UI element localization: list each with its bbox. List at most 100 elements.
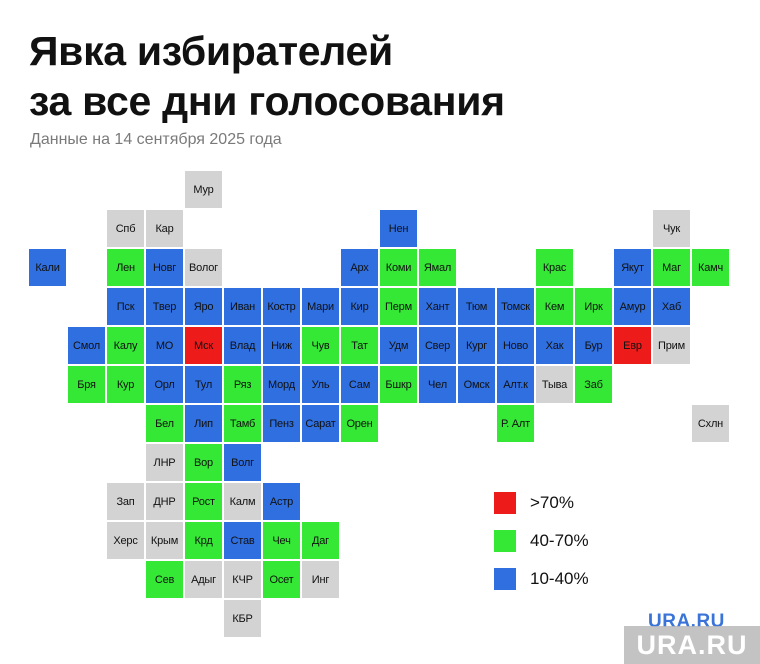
legend-label: 10-40%: [530, 569, 589, 588]
region-tile: ДНР: [146, 483, 183, 520]
region-tile: Морд: [263, 366, 300, 403]
region-tile: Бря: [68, 366, 105, 403]
region-tile: Сам: [341, 366, 378, 403]
region-tile: Чеч: [263, 522, 300, 559]
region-tile: Уль: [302, 366, 339, 403]
region-tile: Твер: [146, 288, 183, 325]
region-tile: Иван: [224, 288, 261, 325]
map-title-line-1: Явка избирателей: [29, 28, 393, 74]
region-tile: Якут: [614, 249, 651, 286]
region-tile: Кали: [29, 249, 66, 286]
region-tile: Чук: [653, 210, 690, 247]
region-tile: Сев: [146, 561, 183, 598]
region-tile: КБР: [224, 600, 261, 637]
region-tile: Хаб: [653, 288, 690, 325]
region-tile: Смол: [68, 327, 105, 364]
region-tile: Хант: [419, 288, 456, 325]
region-tile: Коми: [380, 249, 417, 286]
region-tile: Перм: [380, 288, 417, 325]
region-tile: Рост: [185, 483, 222, 520]
region-tile: Кем: [536, 288, 573, 325]
region-tile: Инг: [302, 561, 339, 598]
region-tile: Сарат: [302, 405, 339, 442]
region-tile: Тат: [341, 327, 378, 364]
legend-item: 40-70%: [494, 522, 589, 560]
region-tile: Омск: [458, 366, 495, 403]
region-tile: Орл: [146, 366, 183, 403]
legend-swatch: [494, 492, 516, 514]
region-tile: Маг: [653, 249, 690, 286]
region-tile: Калм: [224, 483, 261, 520]
region-tile: Мск: [185, 327, 222, 364]
region-tile: Бур: [575, 327, 612, 364]
legend-label: 40-70%: [530, 531, 589, 550]
region-tile: КЧР: [224, 561, 261, 598]
map-title-line-2: за все дни голосования: [29, 78, 505, 124]
region-tile: Прим: [653, 327, 690, 364]
region-tile: Крым: [146, 522, 183, 559]
region-tile: Калу: [107, 327, 144, 364]
region-tile: Крас: [536, 249, 573, 286]
region-tile: Свер: [419, 327, 456, 364]
region-tile: Волог: [185, 249, 222, 286]
map-title: Явка избирателей за все дни голосования: [29, 26, 505, 126]
region-tile: ЛНР: [146, 444, 183, 481]
region-tile: Бел: [146, 405, 183, 442]
region-tile: Спб: [107, 210, 144, 247]
region-tile: Ямал: [419, 249, 456, 286]
region-tile: Крд: [185, 522, 222, 559]
region-tile: Тул: [185, 366, 222, 403]
map-subtitle: Данные на 14 сентября 2025 года: [30, 131, 282, 148]
region-tile: Тыва: [536, 366, 573, 403]
region-tile: Тамб: [224, 405, 261, 442]
region-tile: Даг: [302, 522, 339, 559]
region-tile: Нен: [380, 210, 417, 247]
region-tile: Лип: [185, 405, 222, 442]
region-tile: Волг: [224, 444, 261, 481]
region-tile: Лен: [107, 249, 144, 286]
region-tile: Томск: [497, 288, 534, 325]
region-tile: Кур: [107, 366, 144, 403]
region-tile: Чел: [419, 366, 456, 403]
region-tile: Пенз: [263, 405, 300, 442]
region-tile: Влад: [224, 327, 261, 364]
region-tile: Евр: [614, 327, 651, 364]
region-tile: Пск: [107, 288, 144, 325]
watermark: URA.RU: [624, 626, 760, 664]
region-tile: Хак: [536, 327, 573, 364]
region-tile: Схлн: [692, 405, 729, 442]
legend-swatch: [494, 530, 516, 552]
region-tile: Ряз: [224, 366, 261, 403]
region-tile: Астр: [263, 483, 300, 520]
region-tile: Осет: [263, 561, 300, 598]
region-tile: Костр: [263, 288, 300, 325]
region-tile: Зап: [107, 483, 144, 520]
region-tile: Ниж: [263, 327, 300, 364]
region-tile: Херс: [107, 522, 144, 559]
region-tile: Арх: [341, 249, 378, 286]
region-tile: Алт.к: [497, 366, 534, 403]
region-tile: Вор: [185, 444, 222, 481]
region-tile: МО: [146, 327, 183, 364]
legend: >70% 40-70% 10-40%: [494, 484, 589, 598]
legend-item: 10-40%: [494, 560, 589, 598]
region-tile: Кар: [146, 210, 183, 247]
legend-label: >70%: [530, 493, 574, 512]
region-tile: Камч: [692, 249, 729, 286]
region-tile: Мур: [185, 171, 222, 208]
region-tile: Яро: [185, 288, 222, 325]
legend-item: >70%: [494, 484, 589, 522]
region-tile: Мари: [302, 288, 339, 325]
region-tile: Бшкр: [380, 366, 417, 403]
region-tile: Чув: [302, 327, 339, 364]
region-tile: Кир: [341, 288, 378, 325]
region-tile: Амур: [614, 288, 651, 325]
region-tile: Р. Алт: [497, 405, 534, 442]
region-tile: Орен: [341, 405, 378, 442]
legend-swatch: [494, 568, 516, 590]
region-tile: Адыг: [185, 561, 222, 598]
region-tile: Став: [224, 522, 261, 559]
region-tile: Новг: [146, 249, 183, 286]
region-tile: Заб: [575, 366, 612, 403]
